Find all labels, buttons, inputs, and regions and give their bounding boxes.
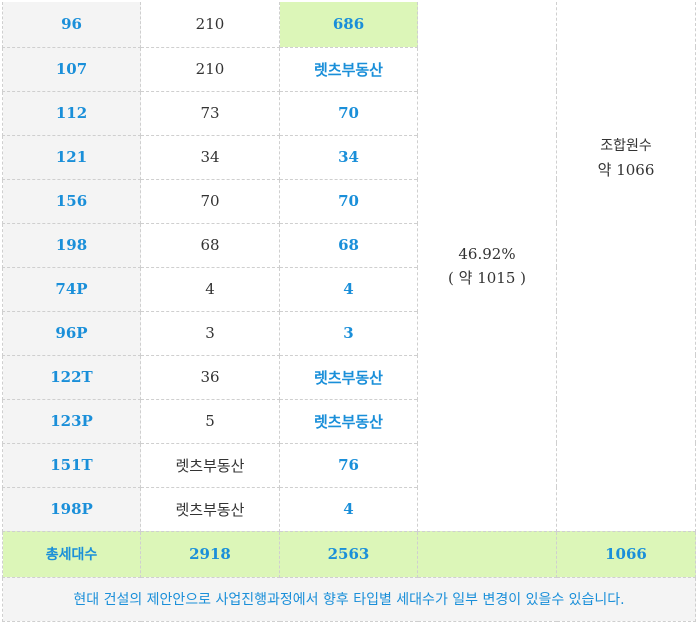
allocation-cell: 76 [279, 442, 418, 488]
table-row: 151T 렛츠부동산 76 [2, 442, 696, 488]
rate-percent: 46.92% [458, 245, 516, 264]
unit-count-cell: 210 [140, 46, 280, 92]
total-label: 총세대수 [2, 530, 141, 578]
unit-count-cell: 4 [140, 266, 280, 312]
members-label: 조합원수 [600, 138, 652, 154]
table-row: 121 34 34 [2, 134, 696, 180]
total-units: 2918 [140, 530, 280, 578]
table-row: 96 210 686 46.92% ( 약 1015 ) 조합원수 약 1066 [2, 2, 696, 532]
total-rate [417, 530, 557, 578]
unit-count-cell: 3 [140, 310, 280, 356]
note-row: 현대 건설의 제안안으로 사업진행과정에서 향후 타입별 세대수가 일부 변경이… [2, 576, 696, 622]
type-cell: 156 [2, 178, 141, 224]
type-cell: 96P [2, 310, 141, 356]
unit-count-cell: 73 [140, 90, 280, 136]
total-row: 총세대수 2918 2563 1066 [2, 530, 696, 578]
unit-count-cell: 68 [140, 222, 280, 268]
footnote-text: 현대 건설의 제안안으로 사업진행과정에서 향후 타입별 세대수가 일부 변경이… [2, 576, 696, 622]
unit-count-cell: 34 [140, 134, 280, 180]
rate-approx: ( 약 1015 ) [448, 269, 526, 288]
type-cell: 112 [2, 90, 141, 136]
unit-count-table: 96 210 686 46.92% ( 약 1015 ) 조합원수 약 1066… [2, 2, 696, 622]
allocation-cell: 렛츠부동산 [279, 398, 418, 444]
type-cell: 198 [2, 222, 141, 268]
type-cell: 107 [2, 46, 141, 92]
allocation-cell: 68 [279, 222, 418, 268]
allocation-cell: 3 [279, 310, 418, 356]
table-row: 112 73 70 [2, 90, 696, 136]
allocation-cell: 4 [279, 486, 418, 532]
table-row: 122T 36 렛츠부동산 [2, 354, 696, 400]
table-row: 107 210 렛츠부동산 [2, 46, 696, 92]
allocation-cell: 70 [279, 178, 418, 224]
unit-count-cell: 210 [140, 2, 280, 48]
allocation-cell: 34 [279, 134, 418, 180]
allocation-cell: 686 [279, 2, 418, 48]
unit-count-cell: 5 [140, 398, 280, 444]
type-cell: 151T [2, 442, 141, 488]
members-count: 약 1066 [597, 161, 655, 179]
unit-count-cell: 렛츠부동산 [140, 442, 280, 488]
allocation-cell: 70 [279, 90, 418, 136]
total-allocation: 2563 [279, 530, 418, 578]
unit-count-cell: 렛츠부동산 [140, 486, 280, 532]
type-cell: 198P [2, 486, 141, 532]
type-cell: 74P [2, 266, 141, 312]
type-cell: 122T [2, 354, 141, 400]
table-row: 123P 5 렛츠부동산 [2, 398, 696, 444]
unit-count-cell: 70 [140, 178, 280, 224]
total-members: 1066 [556, 530, 696, 578]
members-cell: 조합원수 약 1066 [556, 2, 696, 532]
allocation-cell: 4 [279, 266, 418, 312]
type-cell: 121 [2, 134, 141, 180]
allocation-cell: 렛츠부동산 [279, 46, 418, 92]
type-cell: 96 [2, 2, 141, 48]
type-cell: 123P [2, 398, 141, 444]
table-row: 156 70 70 [2, 178, 696, 224]
rate-cell: 46.92% ( 약 1015 ) [417, 2, 557, 532]
allocation-cell: 렛츠부동산 [279, 354, 418, 400]
table-row: 198 68 68 [2, 222, 696, 268]
unit-count-cell: 36 [140, 354, 280, 400]
